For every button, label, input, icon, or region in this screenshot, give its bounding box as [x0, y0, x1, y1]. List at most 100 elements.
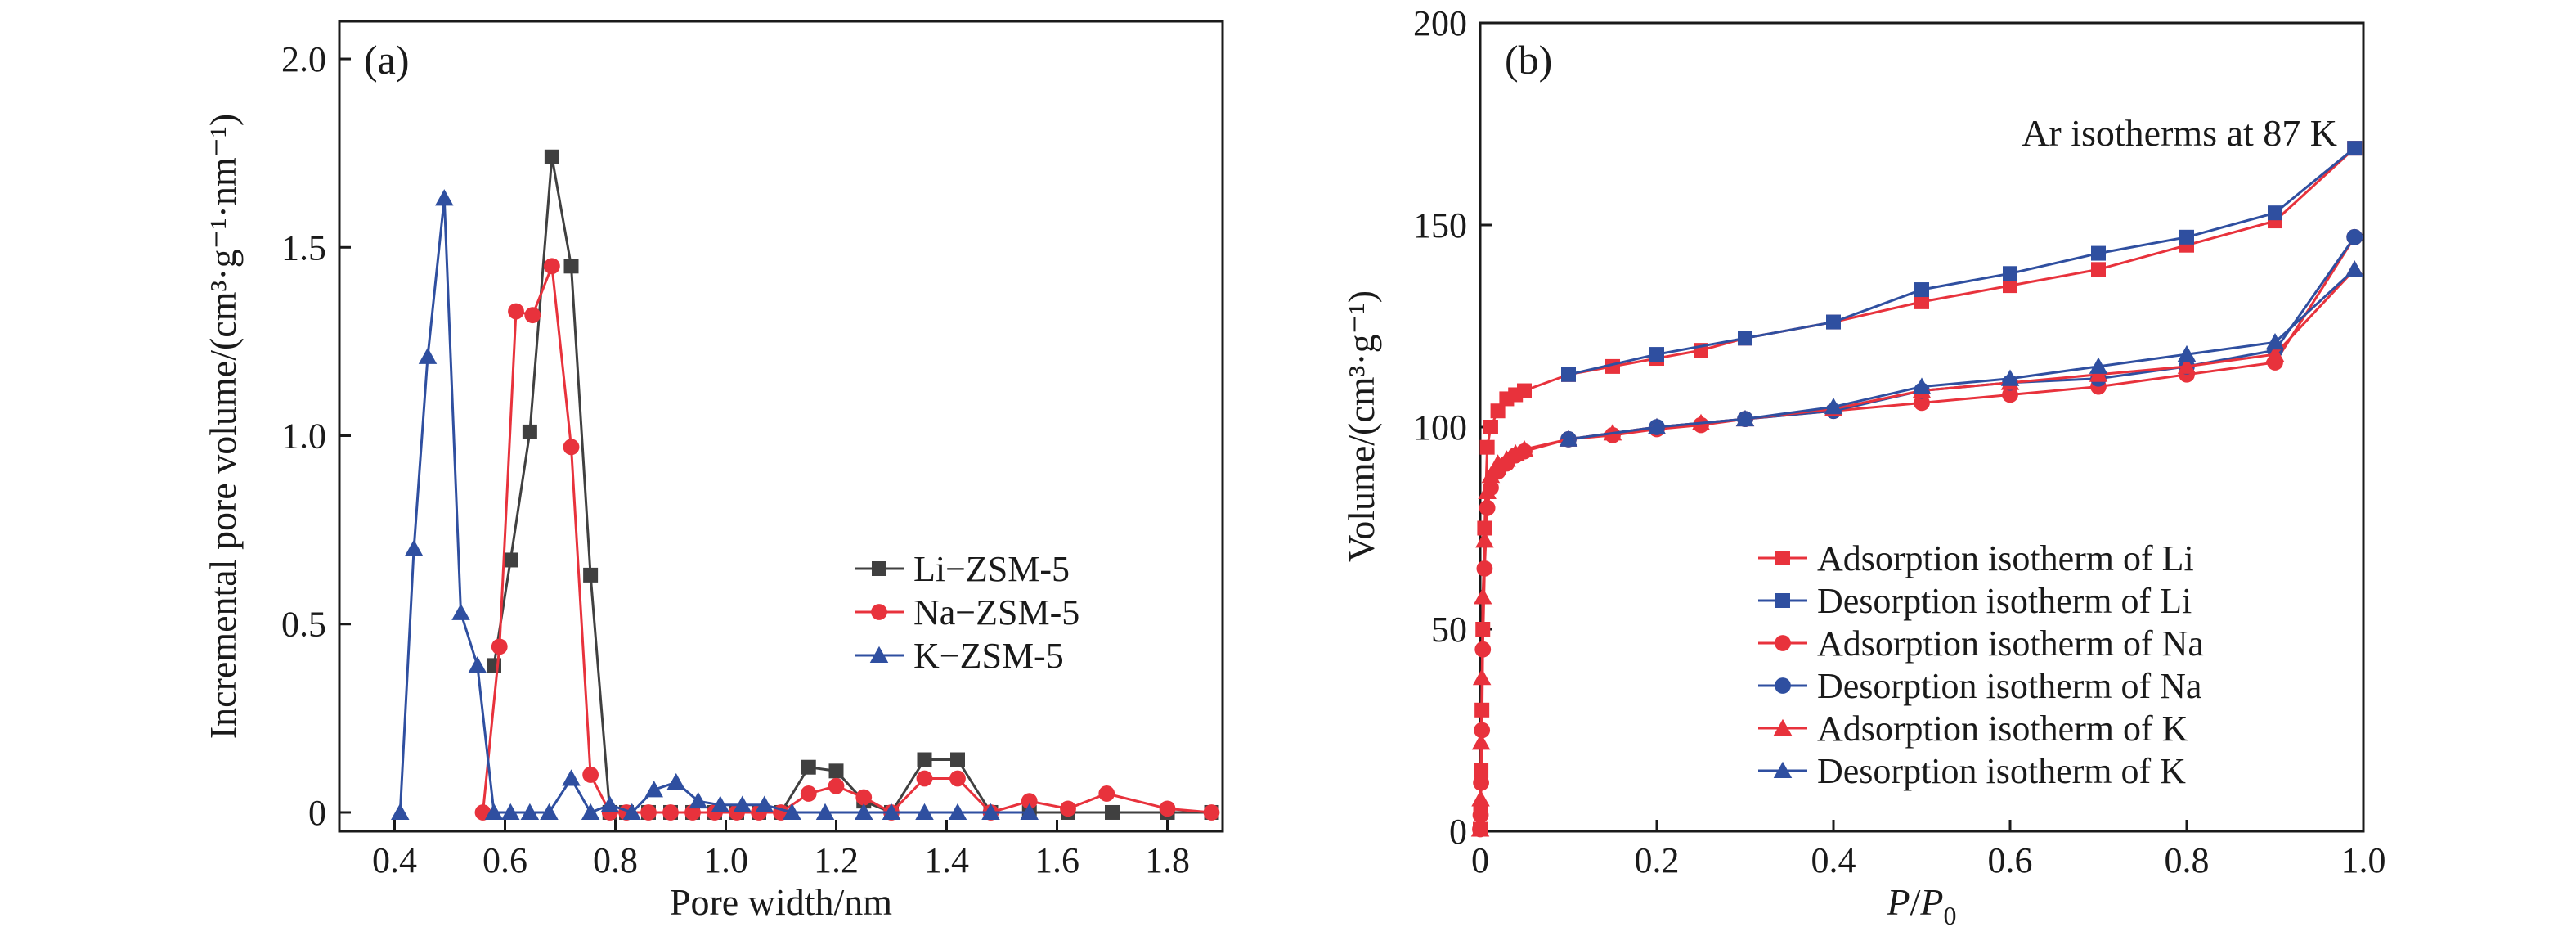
- data-point: [522, 424, 537, 439]
- legend-item: Desorption isotherm of K: [1758, 751, 2186, 791]
- x-tick-label: 0.8: [593, 840, 638, 880]
- data-point: [520, 803, 540, 820]
- legend-item: Adsorption isotherm of Li: [1758, 538, 2194, 578]
- data-point: [801, 759, 816, 775]
- panel-b: 0 0.2 0.4 0.6 0.8 1.0 0 50 100 150 200 (b) Ar isot…: [1340, 3, 2386, 930]
- data-point: [1914, 394, 1930, 412]
- panel-b-xlabel: P/P0: [1887, 881, 1957, 930]
- legend-label: Adsorption isotherm of Na: [1817, 623, 2204, 664]
- legend-label: Desorption isotherm of K: [1817, 751, 2186, 791]
- data-point: [1159, 800, 1176, 817]
- series-line: [398, 198, 1030, 814]
- series-line: [1568, 146, 2356, 376]
- data-point: [2177, 344, 2197, 362]
- data-point: [503, 552, 518, 568]
- data-point: [435, 189, 454, 206]
- data-point: [2003, 266, 2017, 281]
- legend-marker: [1775, 593, 1790, 608]
- data-point: [640, 804, 657, 821]
- panel-a-legend: Li−ZSM-5Na−ZSM-5K−ZSM-5: [855, 549, 1079, 676]
- y-tick-label: 50: [1431, 610, 1467, 650]
- data-point: [404, 539, 424, 556]
- legend-marker: [1775, 635, 1791, 651]
- data-point: [855, 789, 873, 806]
- data-point: [882, 803, 901, 820]
- data-point: [1649, 347, 1664, 362]
- legend-label: Adsorption isotherm of K: [1817, 709, 2188, 749]
- data-point: [711, 795, 729, 812]
- data-point: [600, 795, 619, 812]
- legend-marker: [1773, 718, 1793, 736]
- data-point: [622, 803, 641, 820]
- data-point: [1561, 367, 1576, 382]
- y-tick-label: 200: [1413, 3, 1467, 43]
- panel-a-frame: [338, 20, 1224, 833]
- data-point: [815, 803, 835, 820]
- series-line: [482, 265, 1212, 814]
- data-point: [2268, 205, 2282, 221]
- legend-label: Na−ZSM-5: [913, 592, 1079, 632]
- data-point: [662, 804, 679, 821]
- data-point: [800, 785, 817, 802]
- xlabel-sep: /: [1910, 881, 1921, 923]
- series-desorption-isotherm-of-k: [1559, 260, 2364, 447]
- legend-marker: [871, 604, 887, 620]
- data-point: [1020, 803, 1039, 820]
- data-point: [916, 770, 933, 787]
- legend-label: K−ZSM-5: [913, 636, 1064, 676]
- data-point: [1021, 793, 1038, 810]
- legend-item: K−ZSM-5: [855, 636, 1064, 676]
- data-point: [1203, 804, 1220, 821]
- series-desorption-isotherm-of-li: [1561, 141, 2363, 382]
- data-point: [418, 347, 438, 364]
- data-point: [540, 803, 559, 820]
- data-point: [828, 777, 845, 794]
- legend-label: Desorption isotherm of Li: [1817, 581, 2192, 621]
- data-point: [1475, 531, 1494, 548]
- data-point: [1647, 417, 1667, 434]
- data-point: [1478, 482, 1497, 500]
- series-na-zsm-5: [474, 258, 1220, 821]
- legend-item: Desorption isotherm of Li: [1758, 581, 2192, 621]
- data-point: [491, 638, 508, 655]
- data-point: [508, 303, 524, 320]
- data-point: [2179, 229, 2194, 245]
- y-tick-label: 0: [308, 793, 326, 833]
- panel-b-annotation: Ar isotherms at 87 K: [2022, 112, 2337, 154]
- data-point: [451, 603, 470, 620]
- data-point: [563, 439, 580, 456]
- x-tick-label: 0.8: [2165, 840, 2210, 880]
- y-tick-label: 150: [1413, 205, 1467, 245]
- data-point: [2265, 344, 2285, 362]
- x-tick-label: 0.4: [1811, 840, 1856, 880]
- xlabel-p0-sub: 0: [1944, 901, 1957, 930]
- legend-marker: [869, 646, 889, 663]
- panel-a-label: (a): [364, 37, 410, 83]
- panel-a-series: [391, 149, 1220, 821]
- data-point: [1473, 587, 1492, 605]
- series-line: [492, 156, 1212, 814]
- data-point: [915, 803, 934, 820]
- data-point: [1470, 820, 1490, 837]
- panel-a: 0.4 0.6 0.8 1.0 1.2 1.4 1.6 1.8 0 0.5 1.0 1.5 2.0 (a…: [202, 20, 1224, 923]
- series-adsorption-isotherm-of-li: [1473, 141, 2363, 837]
- y-tick-label: 100: [1413, 407, 1467, 448]
- legend-item: Li−ZSM-5: [855, 549, 1070, 589]
- data-point: [1826, 314, 1841, 330]
- data-point: [1479, 439, 1495, 455]
- data-point: [981, 803, 1000, 820]
- data-point: [1735, 409, 1755, 427]
- data-point: [1471, 733, 1491, 750]
- data-point: [1483, 420, 1498, 434]
- series-line: [1568, 236, 2356, 441]
- data-point: [2002, 386, 2018, 403]
- y-tick-label: 1.5: [281, 227, 326, 268]
- panel-a-ylabel: Incremental pore volume/(cm³·g⁻¹·nm⁻¹): [202, 114, 244, 739]
- data-point: [1912, 377, 1932, 394]
- legend-label: Desorption isotherm of Na: [1817, 666, 2201, 706]
- data-point: [689, 791, 707, 809]
- data-point: [484, 803, 504, 820]
- data-point: [948, 803, 967, 820]
- data-point: [468, 656, 487, 673]
